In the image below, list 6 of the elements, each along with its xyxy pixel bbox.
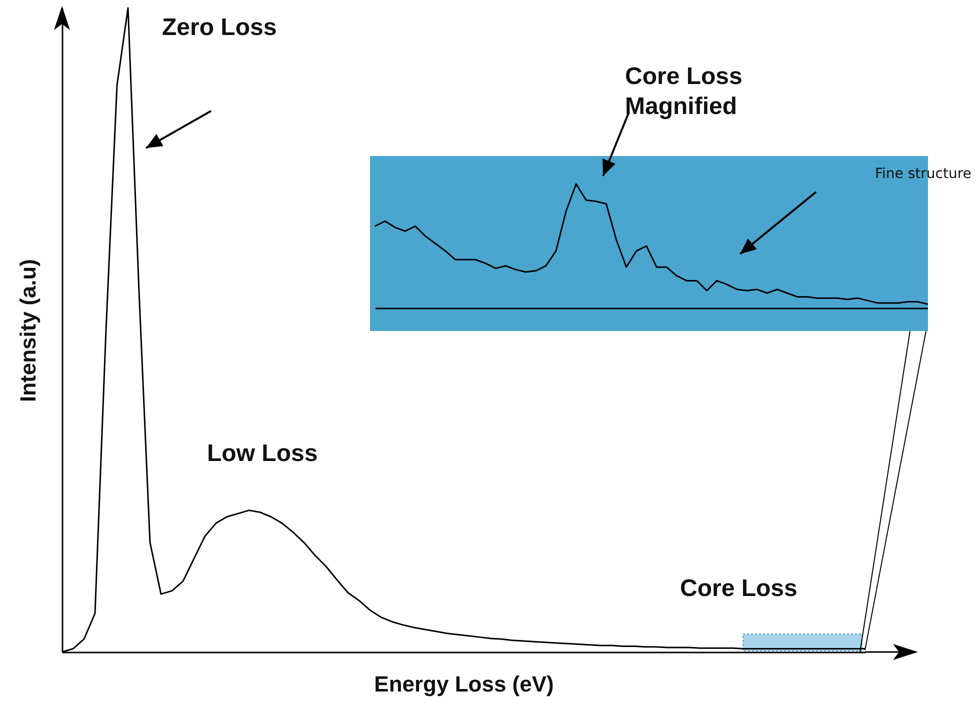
annotation: Low Loss (207, 440, 318, 468)
x-axis-title: Energy Loss (eV) (374, 672, 554, 696)
annotation: Zero Loss (162, 14, 277, 42)
y-axis-title: Intensity (a.u) (16, 258, 40, 402)
annotation: Core Loss (680, 575, 798, 603)
annotation: Core Loss Magnified (625, 62, 744, 122)
